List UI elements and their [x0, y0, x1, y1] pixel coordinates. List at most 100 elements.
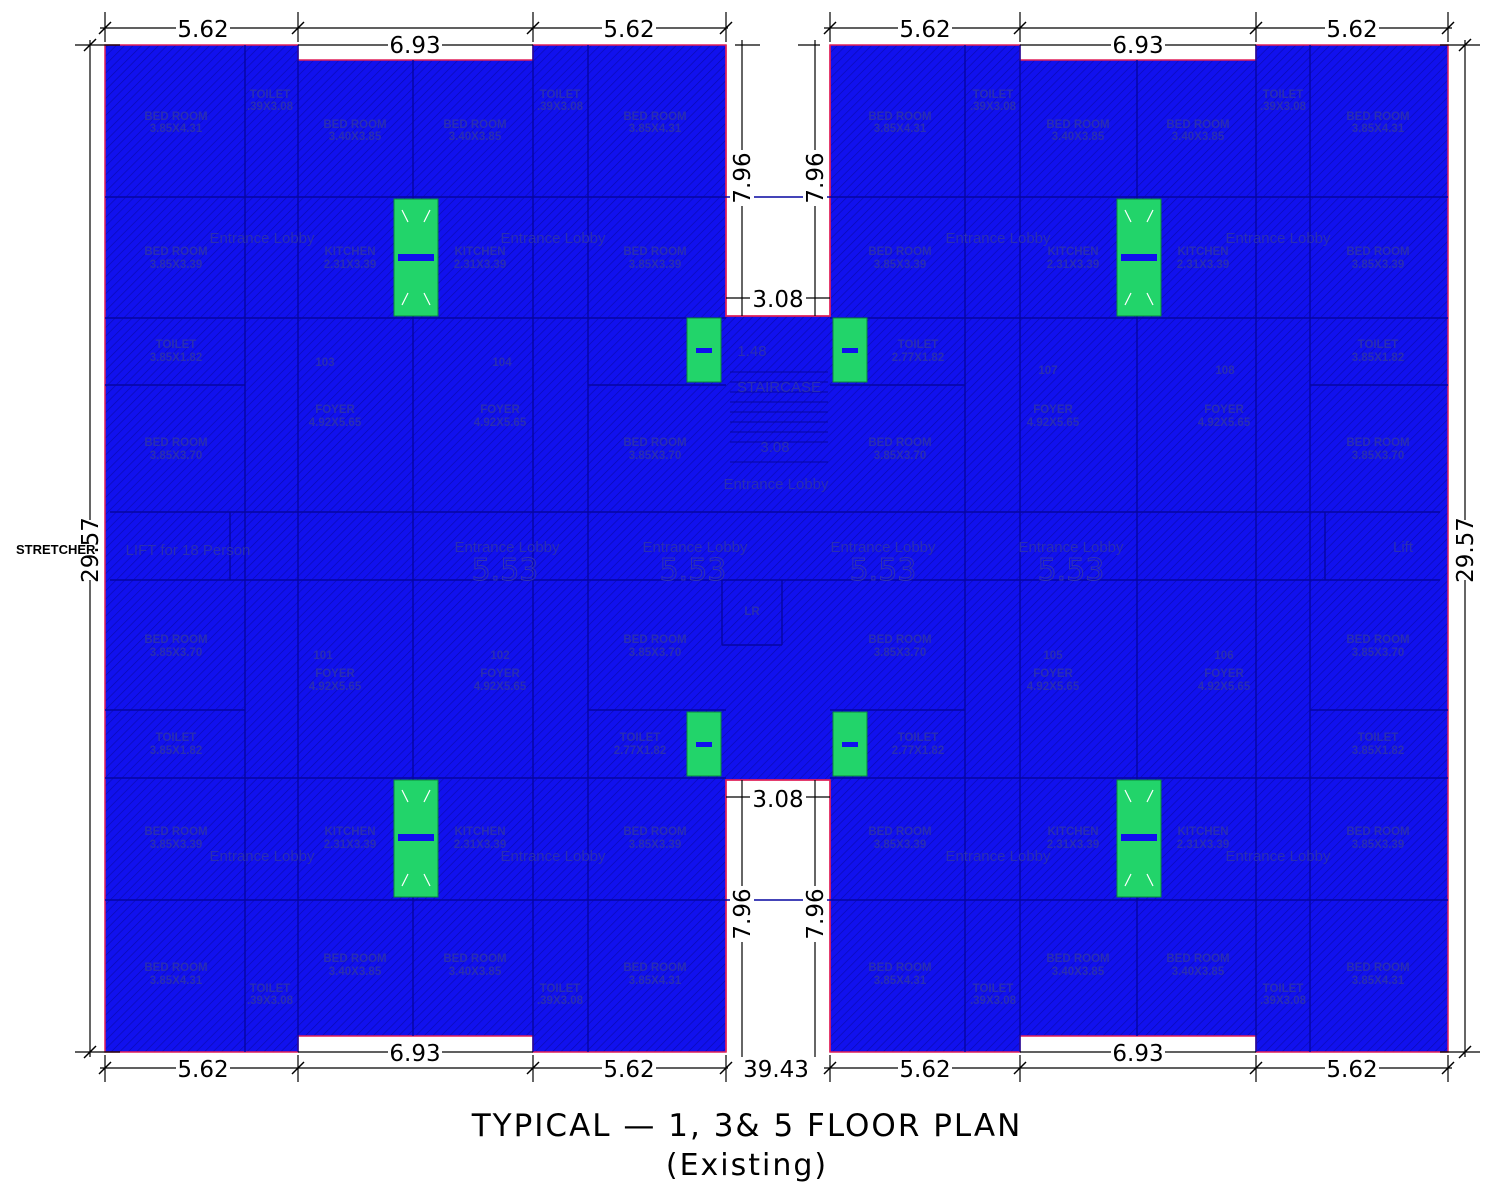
svg-text:KITCHEN: KITCHEN — [1177, 826, 1228, 838]
svg-text:TOILET: TOILET — [898, 732, 939, 744]
svg-text:7.96: 7.96 — [730, 888, 756, 939]
svg-text:FOYER: FOYER — [1033, 668, 1073, 680]
svg-text:.39X3.08: .39X3.08 — [1260, 995, 1307, 1007]
svg-text:5.62: 5.62 — [1326, 17, 1377, 43]
svg-text:Entrance Lobby: Entrance Lobby — [209, 848, 315, 865]
svg-text:104: 104 — [492, 357, 512, 369]
svg-text:5.62: 5.62 — [899, 17, 950, 43]
svg-text:6.93: 6.93 — [1112, 33, 1163, 59]
svg-text:BED ROOM: BED ROOM — [443, 953, 506, 965]
svg-text:BED ROOM: BED ROOM — [323, 119, 386, 131]
svg-text:4.92X5.65: 4.92X5.65 — [474, 417, 527, 429]
svg-text:TOILET: TOILET — [898, 339, 939, 351]
svg-text:TOILET: TOILET — [1263, 983, 1304, 995]
svg-text:KITCHEN: KITCHEN — [454, 246, 505, 258]
svg-text:.39X3.08: .39X3.08 — [247, 101, 294, 113]
svg-text:3.85X3.70: 3.85X3.70 — [629, 647, 681, 659]
drawing-title: TYPICAL — 1, 3& 5 FLOOR PLAN — [471, 1108, 1023, 1144]
svg-text:29.57: 29.57 — [1453, 517, 1479, 583]
svg-text:BED ROOM: BED ROOM — [1166, 119, 1229, 131]
svg-text:BED ROOM: BED ROOM — [323, 953, 386, 965]
svg-text:6.93: 6.93 — [389, 33, 440, 59]
svg-text:5.53: 5.53 — [472, 553, 539, 588]
svg-text:TOILET: TOILET — [156, 339, 197, 351]
svg-text:TOILET: TOILET — [156, 732, 197, 744]
svg-text:5.53: 5.53 — [1038, 553, 1105, 588]
svg-text:3.85X4.31: 3.85X4.31 — [874, 975, 927, 987]
svg-text:3.85X3.70: 3.85X3.70 — [150, 647, 202, 659]
svg-text:BED ROOM: BED ROOM — [868, 634, 931, 646]
svg-text:BED ROOM: BED ROOM — [1166, 953, 1229, 965]
svg-text:BED ROOM: BED ROOM — [144, 437, 207, 449]
svg-text:BED ROOM: BED ROOM — [1346, 634, 1409, 646]
dimension-labels: 5.62 6.93 5.62 5.62 6.93 5.62 5.62 6.93 … — [176, 16, 1379, 1083]
svg-text:3.85X3.39: 3.85X3.39 — [874, 259, 926, 271]
svg-text:BED ROOM: BED ROOM — [144, 111, 207, 123]
svg-text:7.96: 7.96 — [803, 152, 829, 203]
svg-text:FOYER: FOYER — [480, 404, 520, 416]
svg-text:7.96: 7.96 — [730, 152, 756, 203]
svg-text:TOILET: TOILET — [620, 732, 661, 744]
svg-text:108: 108 — [1215, 365, 1235, 377]
svg-text:KITCHEN: KITCHEN — [1047, 826, 1098, 838]
svg-text:Entrance Lobby: Entrance Lobby — [1225, 230, 1331, 247]
svg-text:Entrance Lobby: Entrance Lobby — [1018, 539, 1124, 556]
svg-text:4.92X5.65: 4.92X5.65 — [474, 681, 527, 693]
svg-text:4.92X5.65: 4.92X5.65 — [1027, 681, 1080, 693]
svg-text:KITCHEN: KITCHEN — [324, 246, 375, 258]
svg-text:3.40X3.85: 3.40X3.85 — [329, 966, 382, 978]
svg-text:KITCHEN: KITCHEN — [1047, 246, 1098, 258]
svg-text:7.96: 7.96 — [803, 888, 829, 939]
svg-text:3.85X4.31: 3.85X4.31 — [629, 975, 682, 987]
svg-text:.39X3.08: .39X3.08 — [1260, 101, 1307, 113]
svg-text:2.31X3.39: 2.31X3.39 — [1047, 259, 1099, 271]
svg-text:5.62: 5.62 — [899, 1057, 950, 1083]
svg-text:4.92X5.65: 4.92X5.65 — [1198, 681, 1251, 693]
svg-text:107: 107 — [1038, 365, 1057, 377]
svg-text:2.31X3.39: 2.31X3.39 — [1177, 259, 1229, 271]
svg-text:4.92X5.65: 4.92X5.65 — [309, 417, 362, 429]
svg-text:Entrance Lobby: Entrance Lobby — [723, 476, 829, 493]
svg-text:BED ROOM: BED ROOM — [623, 962, 686, 974]
svg-text:BED ROOM: BED ROOM — [868, 962, 931, 974]
svg-text:Lift: Lift — [1393, 539, 1414, 556]
svg-text:3.85X3.39: 3.85X3.39 — [1352, 839, 1404, 851]
svg-text:TOILET: TOILET — [540, 983, 581, 995]
svg-text:3.85X4.31: 3.85X4.31 — [1352, 975, 1405, 987]
svg-text:3.85X1.82: 3.85X1.82 — [150, 352, 202, 364]
svg-text:BED ROOM: BED ROOM — [1346, 826, 1409, 838]
svg-text:3.85X3.39: 3.85X3.39 — [629, 839, 681, 851]
svg-text:2.31X3.39: 2.31X3.39 — [454, 839, 506, 851]
svg-text:5.62: 5.62 — [603, 1057, 654, 1083]
svg-text:BED ROOM: BED ROOM — [623, 826, 686, 838]
drawing-subtitle: (Existing) — [665, 1148, 829, 1183]
svg-text:2.77X1.82: 2.77X1.82 — [892, 745, 944, 757]
svg-text:BED ROOM: BED ROOM — [868, 111, 931, 123]
svg-text:1.48: 1.48 — [737, 343, 766, 360]
svg-text:3.85X4.31: 3.85X4.31 — [150, 123, 203, 135]
staircase-treads — [730, 371, 828, 463]
svg-text:FOYER: FOYER — [1204, 404, 1244, 416]
svg-text:Entrance Lobby: Entrance Lobby — [1225, 848, 1331, 865]
svg-text:5.62: 5.62 — [603, 17, 654, 43]
svg-text:2.77X1.82: 2.77X1.82 — [892, 352, 944, 364]
svg-text:FOYER: FOYER — [315, 404, 355, 416]
svg-text:3.85X3.70: 3.85X3.70 — [874, 450, 926, 462]
vertical-dimension-labels: 29.57 29.57 7.96 7.96 7.96 7.96 — [78, 150, 1479, 942]
svg-text:4.92X5.65: 4.92X5.65 — [309, 681, 362, 693]
svg-text:5.62: 5.62 — [177, 17, 228, 43]
svg-text:BED ROOM: BED ROOM — [1346, 111, 1409, 123]
svg-text:3.85X4.31: 3.85X4.31 — [1352, 123, 1405, 135]
svg-text:3.85X1.82: 3.85X1.82 — [150, 745, 202, 757]
dimension-ticks — [83, 21, 1472, 1075]
svg-text:.39X3.08: .39X3.08 — [537, 101, 584, 113]
svg-text:5.62: 5.62 — [177, 1057, 228, 1083]
svg-text:3.85X4.31: 3.85X4.31 — [629, 123, 682, 135]
svg-text:TOILET: TOILET — [1358, 339, 1399, 351]
svg-text:TOILET: TOILET — [540, 89, 581, 101]
shaft-mid-tl — [686, 317, 722, 383]
svg-text:5.53: 5.53 — [660, 553, 727, 588]
svg-text:2.31X3.39: 2.31X3.39 — [324, 839, 376, 851]
svg-text:BED ROOM: BED ROOM — [144, 962, 207, 974]
